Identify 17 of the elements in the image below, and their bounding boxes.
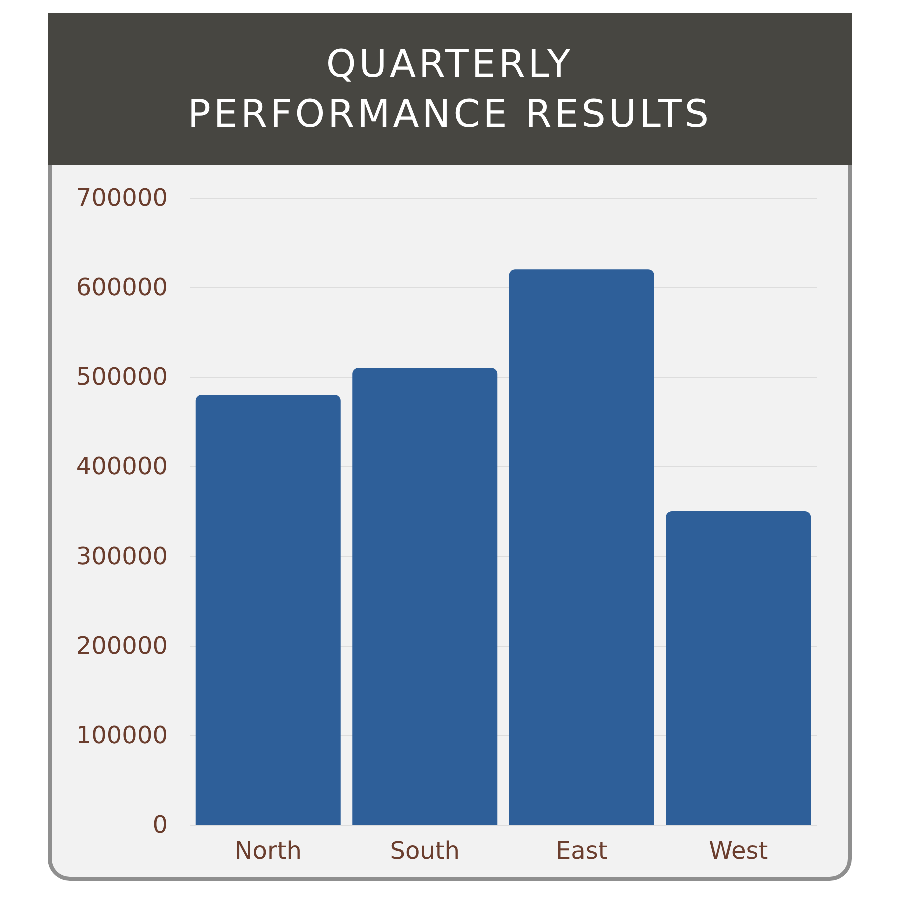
x-tick-label: North [234, 837, 302, 865]
bar [666, 512, 812, 825]
y-tick-label: 700000 [76, 184, 168, 212]
chart-title: QUARTERLY PERFORMANCE RESULTS [187, 41, 713, 138]
y-tick-label: 600000 [76, 274, 168, 302]
y-tick-label: 0 [152, 811, 168, 839]
y-tick-label: 200000 [76, 632, 168, 660]
y-tick-label: 400000 [76, 452, 168, 481]
x-tick-label: West [709, 837, 768, 865]
bar [509, 270, 654, 825]
bar [196, 395, 341, 825]
y-tick-label: 300000 [76, 542, 168, 570]
bar [352, 368, 498, 825]
x-tick-label: East [556, 837, 608, 865]
y-tick-label: 100000 [76, 721, 168, 750]
y-tick-label: 500000 [76, 363, 168, 392]
x-tick-label: South [390, 837, 460, 865]
